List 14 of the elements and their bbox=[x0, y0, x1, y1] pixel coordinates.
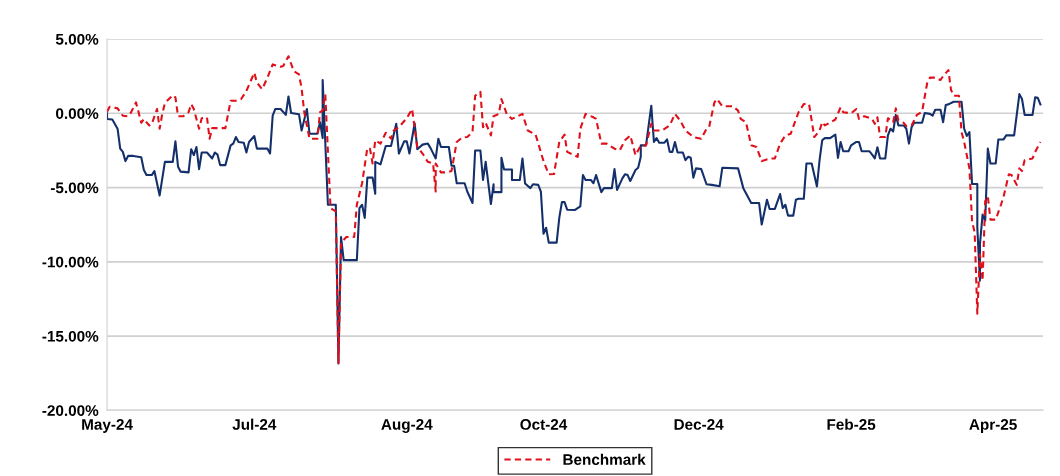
x-tick-label: May-24 bbox=[82, 419, 133, 433]
y-tick-label: 5.00% bbox=[55, 33, 99, 45]
x-tick-label: Jul-24 bbox=[232, 418, 277, 430]
y-tick-label: -10.00% bbox=[42, 256, 99, 268]
x-tick-label: Oct-24 bbox=[520, 419, 568, 430]
x-tick-label: Aug-24 bbox=[381, 418, 433, 433]
legend-label: Benchmark bbox=[563, 453, 646, 465]
x-tick-label: Feb-25 bbox=[827, 418, 876, 430]
y-tick-label: -15.00% bbox=[42, 330, 99, 342]
y-tick-label: -5.00% bbox=[50, 182, 99, 194]
x-tick-label: Apr-25 bbox=[969, 419, 1017, 433]
y-tick-label: 0.00% bbox=[56, 108, 99, 119]
x-tick-label: Dec-24 bbox=[674, 419, 724, 430]
y-tick-label: -20.00% bbox=[42, 405, 99, 416]
